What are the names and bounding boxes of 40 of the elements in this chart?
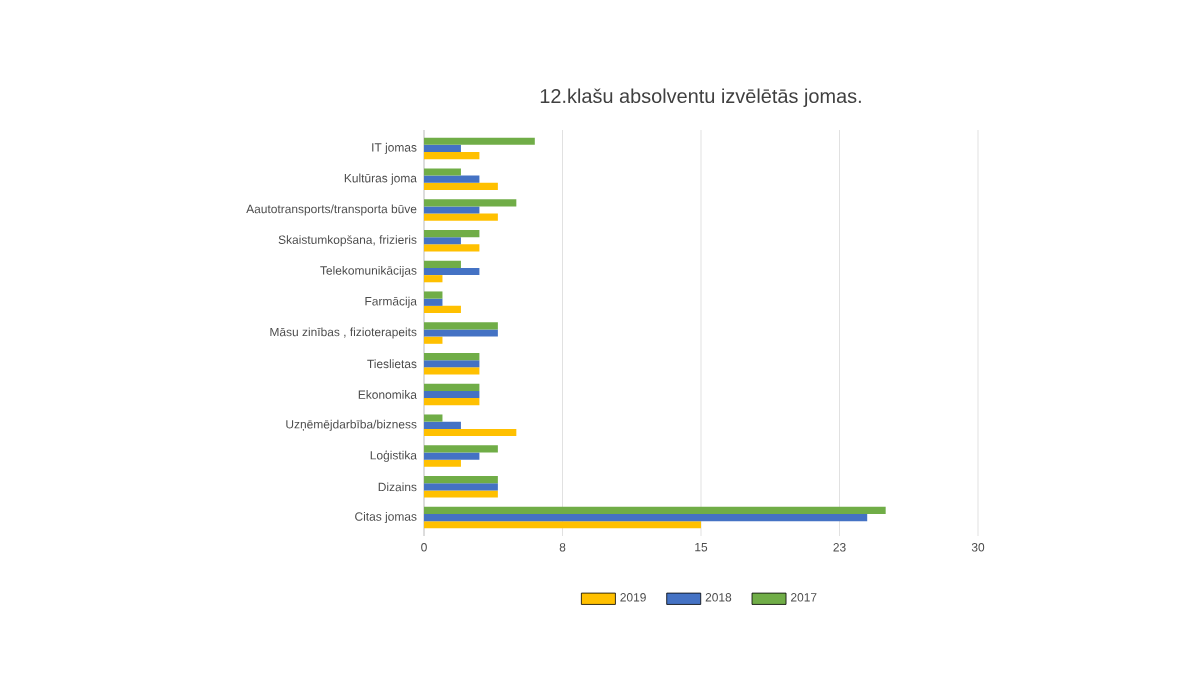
bar [424, 521, 702, 529]
bar [424, 367, 480, 375]
bar [424, 428, 517, 437]
bar [424, 360, 480, 368]
bar [424, 445, 498, 453]
bar [424, 336, 443, 344]
bar [424, 199, 517, 207]
bar [424, 421, 461, 429]
bar [424, 322, 498, 330]
bar [424, 237, 461, 245]
bar [424, 275, 443, 283]
bar [424, 383, 480, 391]
bar [424, 137, 535, 145]
bar [424, 267, 480, 276]
bar [424, 452, 480, 460]
bar [424, 291, 443, 299]
bar [424, 298, 443, 306]
bar [424, 414, 443, 422]
bar [424, 168, 461, 176]
bar [424, 175, 480, 183]
bar [424, 213, 498, 221]
bar [424, 229, 480, 238]
bar [424, 506, 886, 514]
bar [424, 152, 480, 160]
bar [424, 182, 498, 191]
bar [424, 483, 498, 491]
bar [424, 475, 498, 484]
bar [424, 329, 498, 337]
bar [424, 260, 461, 268]
bar [424, 352, 480, 361]
bar [424, 144, 461, 153]
bar [424, 513, 868, 522]
chart-title: 12.klašu absolventu izvēlētās jomas. [540, 88, 861, 107]
bar [424, 459, 461, 467]
bar [424, 490, 498, 498]
bar [424, 206, 480, 214]
bar [424, 398, 480, 406]
bar [424, 390, 480, 399]
bar [424, 244, 480, 252]
bar [424, 305, 461, 314]
